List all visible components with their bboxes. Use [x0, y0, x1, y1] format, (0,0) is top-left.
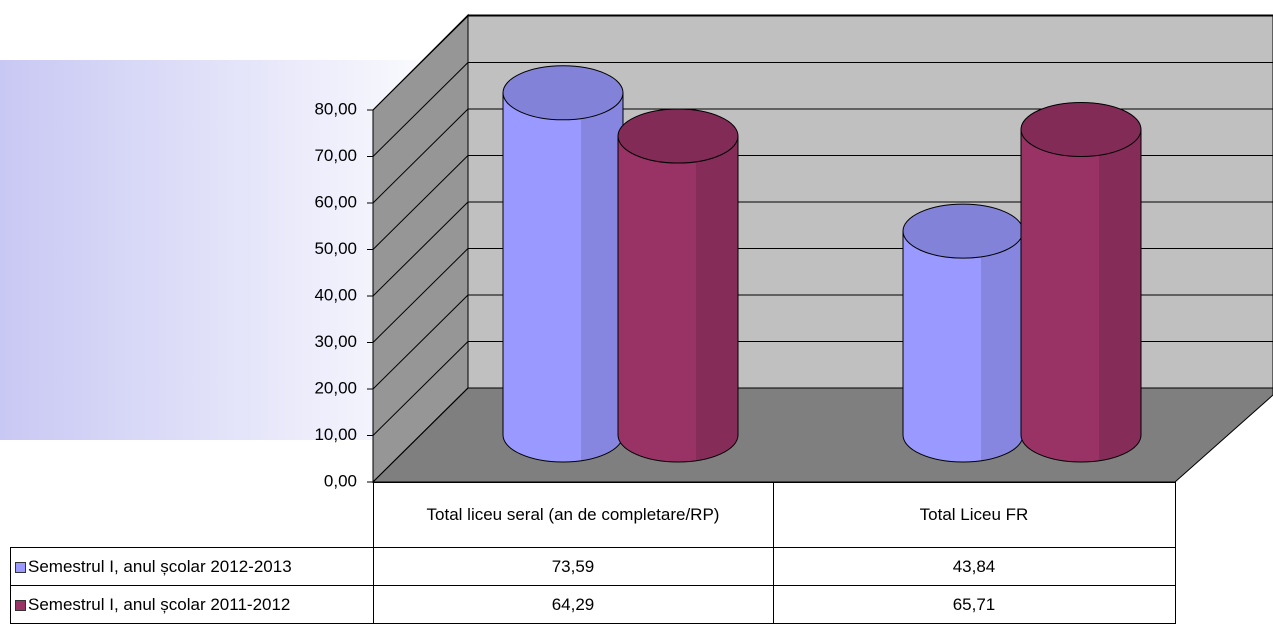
grid-line: [372, 294, 469, 390]
legend-label: Semestrul I, anul școlar 2011-2012: [28, 594, 291, 614]
bar-top: [617, 108, 739, 164]
grid-line: [372, 248, 469, 343]
bar-top: [502, 65, 624, 121]
grid-line: [372, 387, 469, 483]
grid-line: [372, 201, 469, 297]
legend-entry: Semestrul I, anul școlar 2012-2013: [10, 547, 374, 586]
y-tick-label: 30,00: [314, 332, 357, 351]
plot: 0,0010,0020,0030,0040,0050,0060,0070,008…: [314, 15, 1273, 490]
category-label: Total liceu seral (an de completare/RP): [372, 482, 774, 548]
grid-line: [372, 62, 469, 157]
y-tick-label: 60,00: [314, 192, 357, 211]
blank-cell: [10, 482, 374, 548]
data-table: Total liceu seral (an de completare/RP) …: [10, 482, 1176, 624]
grid-line: [372, 341, 469, 436]
bar: [617, 108, 739, 463]
bar-body: [617, 135, 739, 463]
legend-entry: Semestrul I, anul școlar 2011-2012: [10, 585, 374, 624]
value-cell: 73,59: [372, 547, 774, 586]
bar-top: [902, 203, 1024, 259]
value-cell: 43,84: [772, 547, 1176, 586]
y-tick-label: 70,00: [314, 146, 357, 165]
value-cell: 65,71: [772, 585, 1176, 624]
bar-shade: [981, 231, 1023, 461]
legend-label: Semestrul I, anul școlar 2012-2013: [28, 556, 292, 576]
grid-line: [372, 108, 469, 204]
bar-shade: [1099, 129, 1141, 461]
y-tick-label: 80,00: [314, 99, 357, 118]
y-tick-label: 20,00: [314, 378, 357, 397]
y-tick-label: 50,00: [314, 239, 357, 258]
grid-line: [372, 15, 469, 111]
category-label: Total Liceu FR: [772, 482, 1176, 548]
bar-body: [902, 230, 1024, 463]
bar: [502, 65, 624, 463]
grid-line: [372, 155, 469, 250]
value-cell: 64,29: [372, 585, 774, 624]
y-tick-label: 10,00: [314, 425, 357, 444]
bar: [1020, 101, 1142, 463]
bar: [902, 203, 1024, 463]
bar-top: [1020, 101, 1142, 157]
y-tick-label: 40,00: [314, 285, 357, 304]
legend-swatch: [15, 561, 26, 573]
bar-body: [1020, 128, 1142, 463]
bar-shade: [581, 92, 623, 461]
bar-shade: [696, 136, 738, 461]
legend-swatch: [15, 599, 26, 611]
